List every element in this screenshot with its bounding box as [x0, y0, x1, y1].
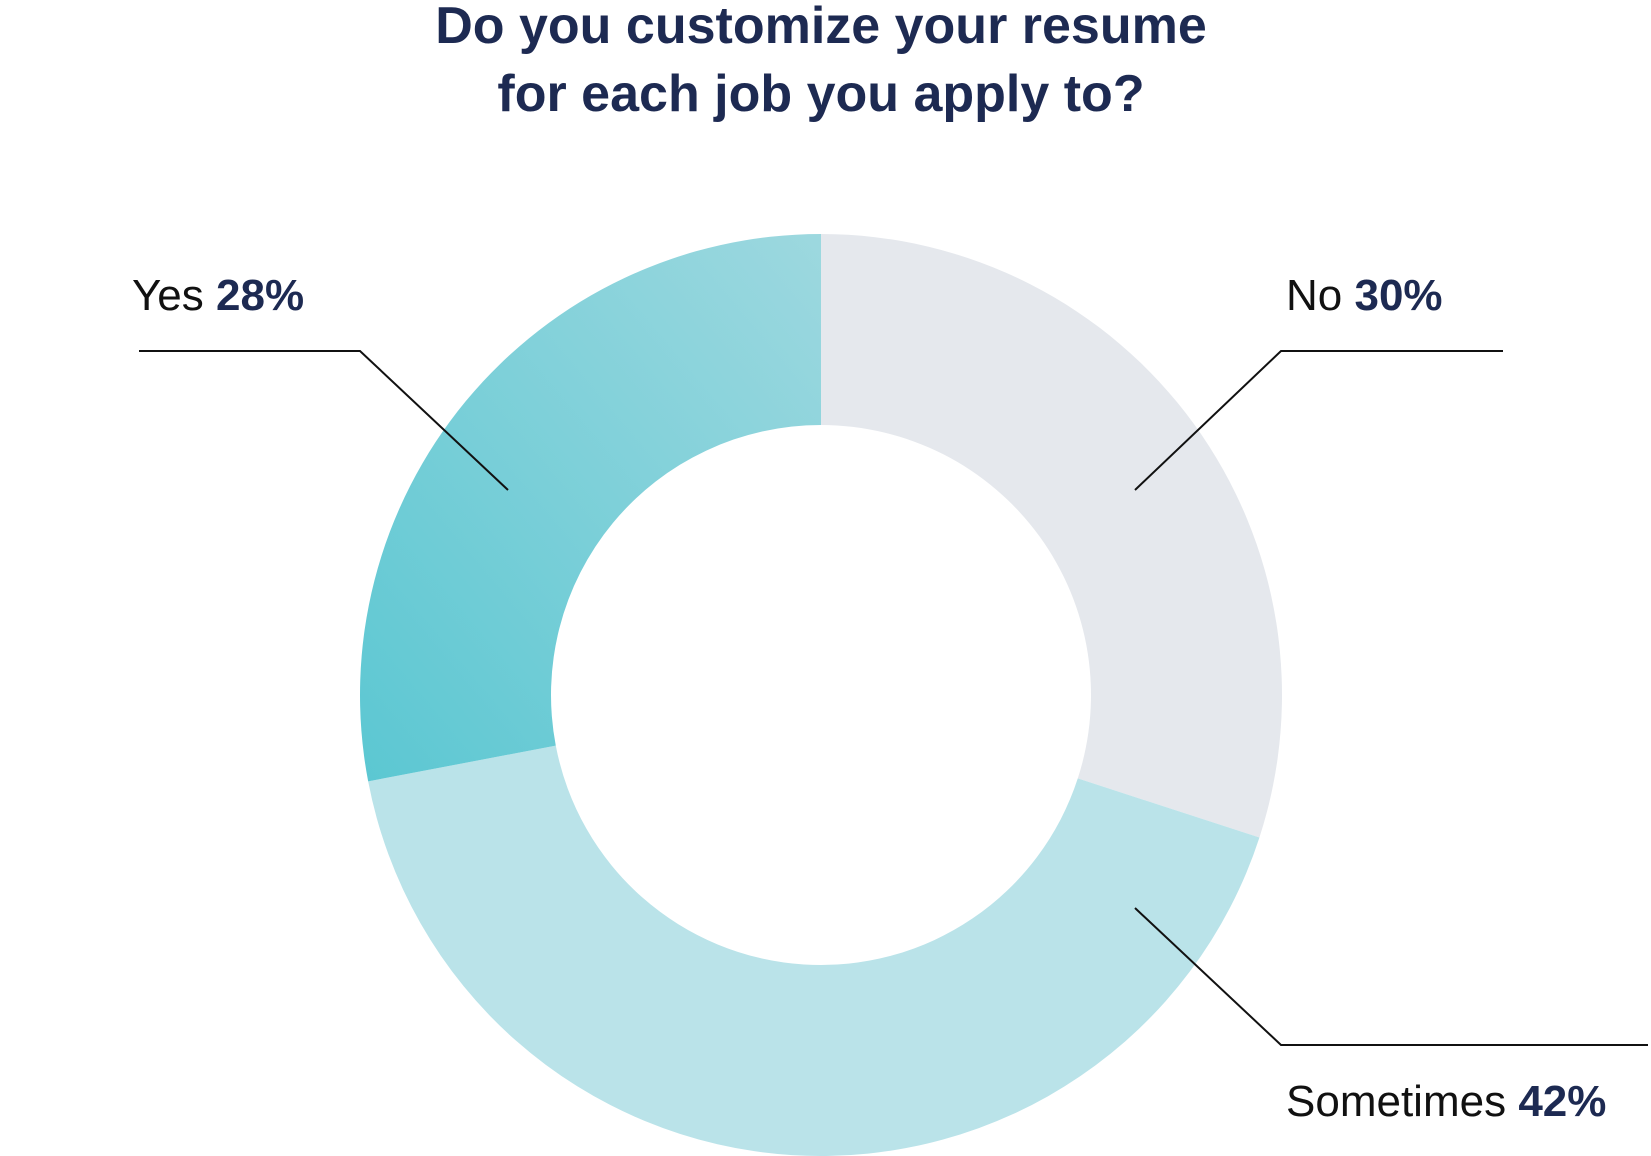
chart-title-line-1: Do you customize your resume [435, 0, 1207, 55]
slice-label-no-name: No [1286, 271, 1342, 320]
leader-line-yes [139, 350, 509, 491]
slice-yes [360, 234, 821, 782]
slice-label-no-value: 30% [1354, 271, 1442, 320]
slice-label-no: No 30% [1286, 271, 1443, 320]
slice-label-sometimes-name: Sometimes [1286, 1077, 1506, 1126]
slice-label-yes-name: Yes [132, 271, 204, 320]
slice-label-yes-value: 28% [216, 271, 304, 320]
donut-slices [360, 234, 1282, 1156]
slice-label-sometimes: Sometimes 42% [1286, 1077, 1606, 1126]
leader-line-sometimes [1134, 907, 1648, 1046]
slice-no [821, 234, 1282, 838]
chart-title-line-2: for each job you apply to? [497, 65, 1144, 123]
slice-label-sometimes-value: 42% [1518, 1077, 1606, 1126]
slice-sometimes [368, 745, 1260, 1156]
leader-line-no [1134, 350, 1503, 491]
slice-label-yes: Yes 28% [132, 271, 304, 320]
